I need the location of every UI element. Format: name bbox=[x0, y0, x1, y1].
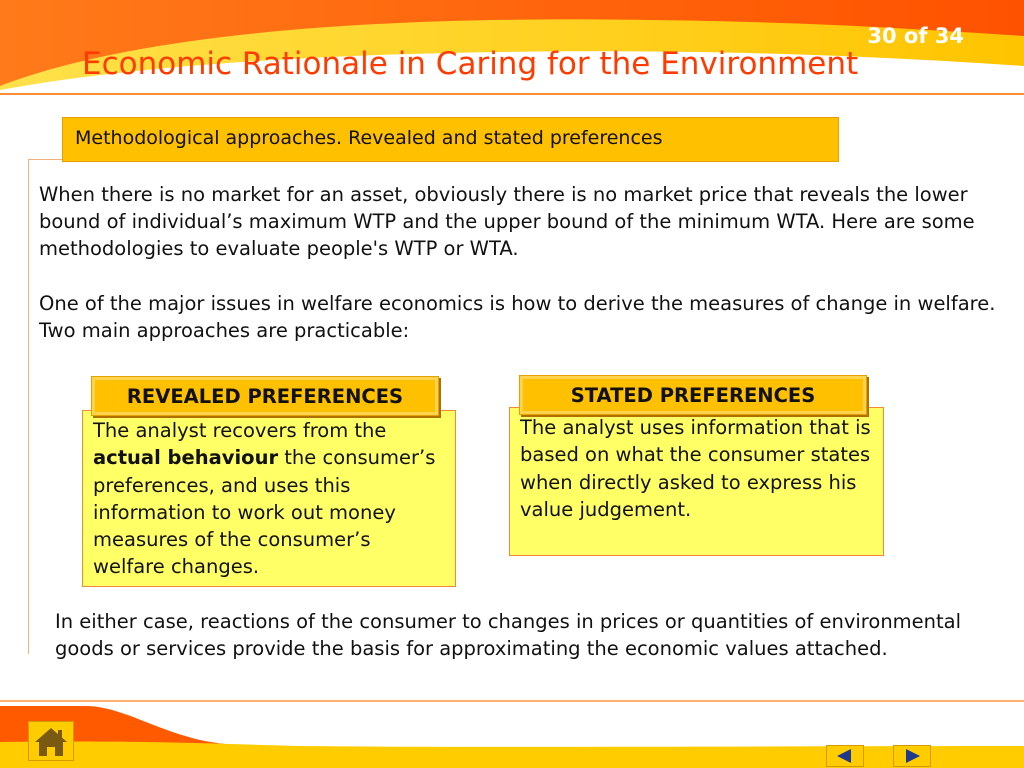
conclusion-paragraph: In either case, reactions of the consume… bbox=[55, 610, 962, 660]
stated-preferences-heading: STATED PREFERENCES bbox=[519, 375, 867, 415]
issues-paragraph: One of the major issues in welfare econo… bbox=[39, 292, 996, 342]
revealed-preferences-heading: REVEALED PREFERENCES bbox=[91, 376, 439, 416]
decorative-rule bbox=[28, 159, 66, 160]
footer-swoosh-graphic bbox=[0, 700, 1024, 768]
slide-footer bbox=[0, 700, 1024, 768]
stated-text: The analyst uses information that is bas… bbox=[520, 416, 871, 521]
header-swoosh-graphic bbox=[0, 0, 1024, 95]
home-button[interactable] bbox=[28, 721, 74, 761]
slide-title: Economic Rationale in Caring for the Env… bbox=[82, 46, 859, 82]
previous-slide-button[interactable] bbox=[826, 745, 864, 767]
section-label: Methodological approaches. Revealed and … bbox=[62, 117, 839, 162]
revealed-preferences-box: The analyst recovers from the actual beh… bbox=[82, 410, 456, 587]
page-counter: 30 of 34 bbox=[867, 24, 964, 48]
intro-paragraph: When there is no market for an asset, ob… bbox=[39, 183, 975, 260]
home-icon bbox=[35, 728, 67, 756]
revealed-text-end: the consumer’s preferences, and uses thi… bbox=[93, 446, 436, 579]
triangle-right-icon bbox=[906, 749, 920, 763]
slide-header: 30 of 34 Economic Rationale in Caring fo… bbox=[0, 0, 1024, 95]
triangle-left-icon bbox=[837, 749, 851, 763]
next-slide-button[interactable] bbox=[893, 745, 931, 767]
decorative-rule-vertical bbox=[28, 159, 29, 654]
stated-preferences-box: The analyst uses information that is bas… bbox=[509, 407, 884, 556]
revealed-text-emphasis: actual behaviour bbox=[93, 446, 279, 470]
revealed-text-start: The analyst recovers from the bbox=[93, 419, 387, 442]
